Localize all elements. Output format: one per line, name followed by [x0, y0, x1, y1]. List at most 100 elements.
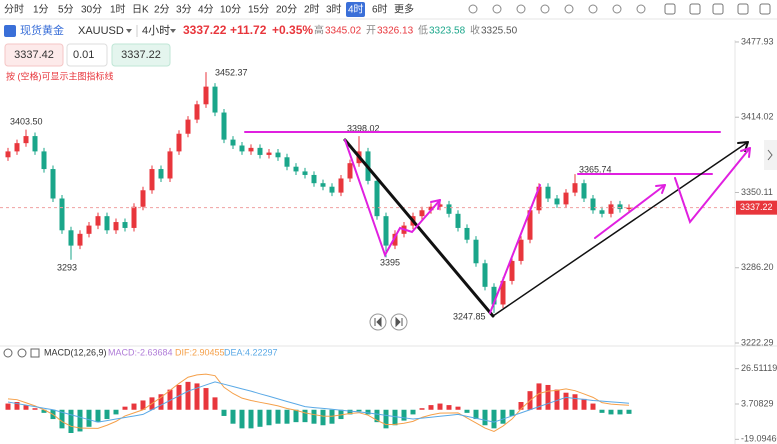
- timeframe[interactable]: 4时: [348, 4, 364, 16]
- macd-bar: [158, 394, 164, 410]
- timeframe[interactable]: 6时: [372, 4, 388, 16]
- macd-bar: [491, 409, 497, 429]
- dropdown-icon[interactable]: [170, 29, 176, 33]
- macd-bar: [500, 409, 506, 424]
- arrow-head: [740, 147, 751, 158]
- candle-body: [239, 145, 245, 152]
- macd-bar: [5, 403, 11, 410]
- timeframe[interactable]: 1分: [33, 4, 49, 16]
- macd-bar: [356, 409, 362, 412]
- candle-body: [32, 136, 38, 152]
- timeframe[interactable]: 10分: [220, 4, 241, 16]
- candle-body: [311, 174, 317, 184]
- tool-icon[interactable]: [664, 3, 676, 15]
- candle-body: [320, 183, 326, 187]
- tool-icon[interactable]: [689, 3, 701, 15]
- macd-bar: [464, 409, 470, 413]
- close-label: 收: [470, 24, 480, 37]
- trend-line: [492, 141, 749, 317]
- tool-icon[interactable]: [759, 3, 771, 15]
- macd-bar: [392, 409, 398, 426]
- ticker[interactable]: XAUUSD: [78, 25, 124, 37]
- settings-icon[interactable]: [30, 348, 40, 358]
- timeframe[interactable]: 分时: [4, 4, 24, 16]
- candle-body: [347, 163, 353, 179]
- timeframe[interactable]: 4分: [198, 4, 214, 16]
- y-tick-label: 3350.11: [741, 187, 773, 197]
- candle-body: [167, 151, 173, 179]
- macd-bar: [536, 383, 542, 410]
- close-icon[interactable]: [17, 348, 27, 358]
- price-tag-label: 3337.22: [740, 202, 773, 212]
- candle-body: [581, 183, 587, 199]
- timeframe[interactable]: 2时: [304, 4, 320, 16]
- lots-box[interactable]: [66, 43, 108, 67]
- annotation: 3247.85: [453, 311, 486, 321]
- trend-line: [343, 138, 495, 318]
- draw-tool[interactable]: [516, 4, 526, 14]
- draw-tool[interactable]: [588, 4, 598, 14]
- sell-box[interactable]: [4, 43, 64, 67]
- side-toggle[interactable]: [764, 140, 777, 170]
- candle-body: [464, 227, 470, 240]
- candle-body: [140, 190, 146, 207]
- candle-body: [599, 210, 605, 214]
- macd-bar: [77, 409, 83, 432]
- timeframe[interactable]: 15分: [248, 4, 269, 16]
- annotation: 3403.50: [10, 116, 43, 126]
- macd-bar: [401, 409, 407, 421]
- candle-body: [50, 169, 56, 199]
- candle-body: [536, 186, 542, 211]
- tool-icon[interactable]: [737, 3, 749, 15]
- macd-bar: [365, 409, 371, 415]
- macd-bar: [437, 403, 443, 410]
- macd-bar: [302, 409, 308, 423]
- timeframe[interactable]: 3分: [176, 4, 192, 16]
- candle-body: [482, 263, 488, 287]
- draw-tool[interactable]: [492, 4, 502, 14]
- draw-tool[interactable]: [564, 4, 574, 14]
- timeframe[interactable]: 日K: [132, 5, 149, 16]
- candle-body: [518, 239, 524, 261]
- legend-entry: DEA:4.22297: [224, 347, 278, 357]
- timeframe[interactable]: 30分: [81, 4, 102, 16]
- draw-tool[interactable]: [612, 4, 622, 14]
- draw-tool[interactable]: [540, 4, 550, 14]
- timeframe[interactable]: 3时: [326, 4, 342, 16]
- candle-body: [383, 216, 389, 246]
- macd-bar: [248, 409, 254, 429]
- eye-icon[interactable]: [3, 348, 13, 358]
- macd-bar: [203, 388, 209, 410]
- timeframe[interactable]: 2分: [154, 4, 170, 16]
- timeframe[interactable]: 更多: [394, 3, 414, 16]
- timeframe[interactable]: 20分: [276, 4, 297, 16]
- macd-bar: [257, 409, 263, 427]
- candle-body: [266, 152, 272, 155]
- macd-bar: [14, 402, 20, 410]
- draw-tool[interactable]: [636, 4, 646, 14]
- buy-price: 3337.22: [121, 49, 161, 61]
- tool-icon[interactable]: [712, 3, 724, 15]
- macd-bar: [608, 409, 614, 415]
- timeframe[interactable]: 1时: [110, 4, 126, 16]
- dropdown-icon[interactable]: [126, 29, 132, 33]
- period[interactable]: 4小时: [142, 24, 170, 37]
- macd-bar: [554, 389, 560, 410]
- candle-body: [149, 169, 155, 191]
- macd-bar: [59, 409, 65, 429]
- macd-bar: [194, 383, 200, 410]
- candle-body: [158, 169, 164, 179]
- candle-body: [14, 143, 20, 152]
- macd-bar: [320, 409, 326, 426]
- open-label: 开: [366, 26, 376, 37]
- macd-bar: [23, 405, 29, 410]
- candle-body: [194, 104, 200, 120]
- macd-bar: [293, 409, 299, 423]
- lots: 0.01: [73, 49, 94, 61]
- y-tick-label: 3.70829: [741, 398, 774, 408]
- buy-box[interactable]: [111, 43, 171, 67]
- draw-tool[interactable]: [468, 4, 478, 14]
- macd-bar: [212, 397, 218, 410]
- timeframe[interactable]: 5分: [58, 4, 74, 16]
- macd-bar: [581, 398, 587, 410]
